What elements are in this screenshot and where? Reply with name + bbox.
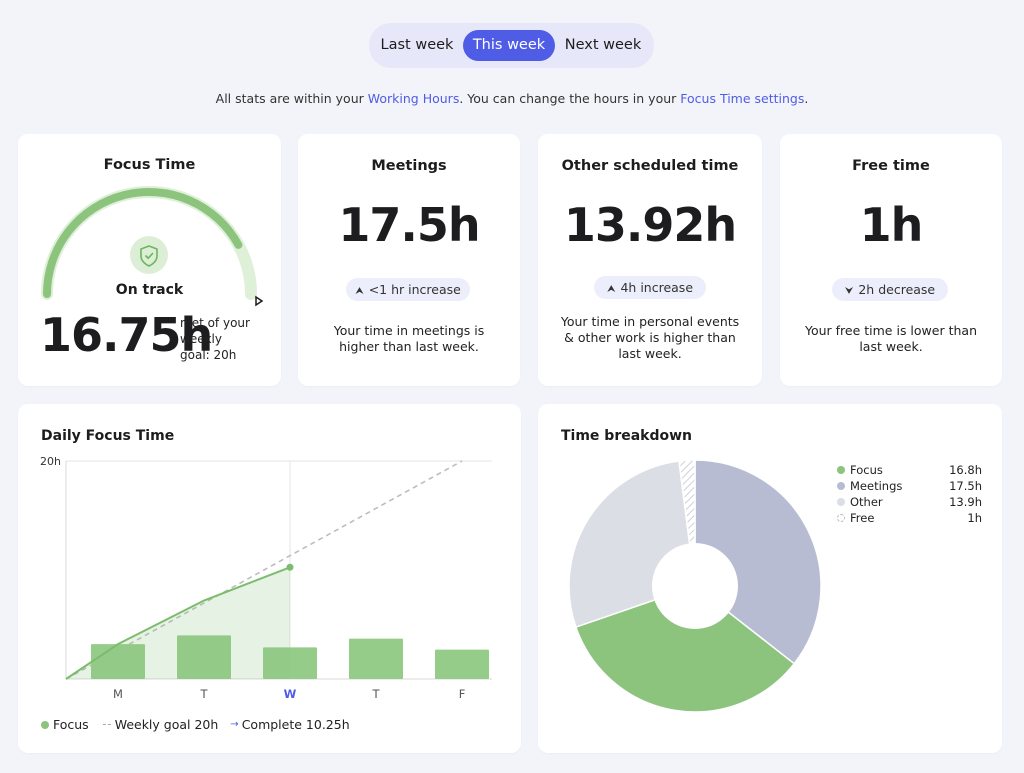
time-breakdown-title: Time breakdown — [561, 428, 693, 444]
focus-caption-line: goal: 20h — [180, 348, 237, 362]
legend-complete-value: 10.25h — [305, 717, 350, 732]
meetings-change-badge: ⮝ <1 hr increase — [346, 278, 470, 301]
legend-value: 13.9h — [949, 495, 982, 509]
cumulative-focus-line — [65, 566, 291, 680]
this-week-tab[interactable]: This week — [463, 30, 555, 61]
info-middle: . You can change the hours in your — [459, 91, 681, 106]
focus-dot-icon — [837, 466, 845, 474]
daily-focus-card: Daily Focus Time — [18, 404, 521, 753]
legend-value: 1h — [967, 511, 982, 525]
other-description: Your time in personal events & other wor… — [538, 314, 762, 362]
meetings-card: Meetings 17.5h ⮝ <1 hr increase Your time… — [298, 134, 520, 386]
focus-bar — [177, 635, 231, 679]
focus-bar — [349, 638, 403, 679]
focus-time-title: Focus Time — [103, 157, 196, 173]
next-week-tab[interactable]: Next week — [564, 37, 642, 53]
x-tick-label: T — [199, 687, 208, 701]
other-scheduled-card: Other scheduled time 13.92h ⮝ 4h increase… — [538, 134, 762, 386]
week-switcher: Last week This week Next week — [369, 23, 654, 68]
legend-value: 16.8h — [949, 463, 982, 477]
x-tick-label: F — [459, 687, 466, 701]
x-tick-label: T — [371, 687, 380, 701]
free-description: Your free time is lower than last week. — [780, 323, 1002, 355]
free-change-text: 2h decrease — [858, 282, 936, 297]
legend-item-meetings: Meetings 17.5h — [837, 478, 982, 494]
meetings-value: 17.5h — [338, 198, 480, 252]
description-line: Your time in meetings is — [333, 323, 485, 338]
legend-goal-value: 20h — [194, 717, 219, 732]
description-line: higher than last week. — [339, 339, 479, 354]
shield-check-icon — [130, 236, 168, 274]
focus-legend-dot — [41, 720, 49, 729]
description-line: & other work is higher than — [564, 330, 736, 345]
other-dot-icon — [837, 498, 845, 506]
x-tick-label: W — [284, 687, 297, 701]
legend-item-free: Free 1h — [837, 510, 982, 526]
legend-label: Focus — [850, 463, 883, 477]
description-line: Your free time is lower than — [804, 323, 977, 338]
meetings-change-text: <1 hr increase — [368, 282, 461, 297]
free-change-badge: ⮟ 2h decrease — [832, 278, 948, 301]
meetings-title: Meetings — [371, 158, 447, 174]
time-breakdown-card: Time breakdown — [538, 404, 1002, 753]
weekly-goal-line — [65, 460, 463, 680]
working-hours-link[interactable]: Working Hours — [367, 91, 460, 106]
last-week-tab[interactable]: Last week — [380, 37, 454, 53]
other-change-badge: ⮝ 4h increase — [594, 276, 706, 299]
legend-label: Other — [850, 495, 883, 509]
legend-focus-label: Focus — [53, 717, 89, 732]
focus-caption-line: met of your — [180, 316, 250, 330]
x-tick-label: M — [113, 687, 123, 701]
legend-label: Meetings — [850, 479, 903, 493]
focus-bar — [263, 647, 317, 679]
arrow-right-icon: → — [230, 719, 239, 730]
focus-status: On track — [115, 282, 184, 298]
other-change-text: 4h increase — [620, 280, 694, 295]
cumulative-endpoint — [286, 563, 294, 571]
focus-time-value: 16.75h — [40, 308, 213, 362]
info-prefix: All stats are within your — [215, 91, 368, 106]
info-suffix: . — [804, 91, 809, 106]
focus-goal-caption: met of your weekly goal: 20h — [180, 315, 250, 363]
double-chevron-down-icon: ⮟ — [844, 286, 854, 297]
free-time-value: 1h — [859, 198, 924, 252]
focus-time-card: Focus Time On track 16.75h met of your w… — [18, 134, 281, 386]
double-chevron-up-icon: ⮝ — [355, 286, 364, 297]
description-line: last week. — [618, 346, 682, 361]
y-tick-label: 20h — [40, 455, 61, 468]
legend-complete-label: Complete — [241, 717, 302, 732]
gauge-end-marker — [255, 295, 264, 307]
free-dot-icon — [837, 514, 845, 522]
double-chevron-up-icon: ⮝ — [606, 284, 616, 295]
legend-label: Free — [850, 511, 875, 525]
working-hours-info: All stats are within your Working Hours.… — [0, 91, 1024, 106]
other-scheduled-title: Other scheduled time — [561, 158, 739, 174]
free-time-title: Free time — [852, 158, 930, 174]
legend-goal-label: Weekly goal — [114, 717, 191, 732]
daily-focus-title: Daily Focus Time — [41, 428, 175, 444]
description-line: last week. — [859, 339, 923, 354]
daily-chart-legend: Focus Weekly goal 20h → Complete 10.25h — [41, 716, 350, 732]
description-line: Your time in personal events — [560, 314, 740, 329]
free-time-card: Free time 1h ⮟ 2h decrease Your free time… — [780, 134, 1002, 386]
legend-item-focus: Focus 16.8h — [837, 462, 982, 478]
other-scheduled-value: 13.92h — [563, 198, 737, 252]
gauge-progress — [43, 188, 243, 298]
focus-time-settings-link[interactable]: Focus Time settings — [680, 91, 805, 106]
legend-item-other: Other 13.9h — [837, 494, 982, 510]
focus-progress-gauge — [41, 186, 264, 307]
meetings-dot-icon — [837, 482, 845, 490]
focus-caption-line: weekly — [180, 332, 222, 346]
dashed-line-icon — [102, 724, 111, 725]
legend-value: 17.5h — [949, 479, 982, 493]
focus-bar — [435, 649, 489, 679]
cumulative-area — [66, 567, 290, 679]
meetings-description: Your time in meetings is higher than las… — [298, 323, 520, 355]
